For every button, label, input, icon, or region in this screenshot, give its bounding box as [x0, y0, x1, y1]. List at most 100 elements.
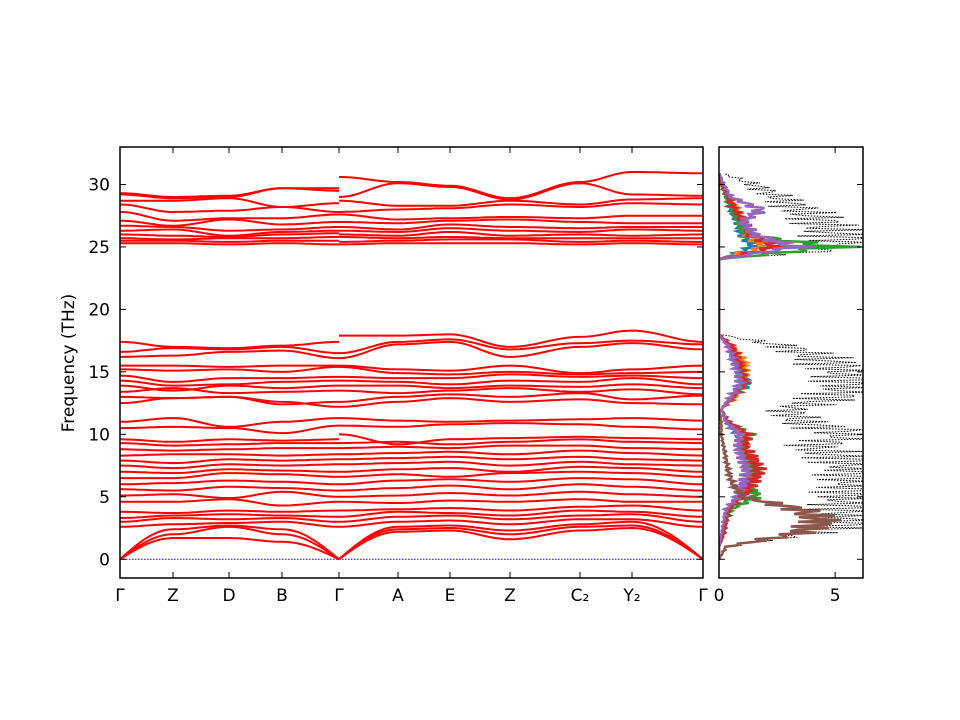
band-30-segment-1 — [120, 349, 340, 360]
band-9-segment-1 — [120, 490, 340, 499]
band-axes-frame — [119, 146, 704, 579]
band-5-segment-1 — [119, 516, 340, 523]
band-26-segment-1 — [119, 379, 339, 387]
band-4-segment-1 — [119, 520, 340, 528]
band-25-segment-2 — [339, 383, 703, 390]
band-36-segment-2 — [338, 231, 704, 237]
k-point-label: Z — [504, 586, 516, 606]
k-point-label: B — [276, 586, 288, 606]
band-12-segment-2 — [339, 470, 703, 478]
band-11-segment-2 — [339, 477, 704, 486]
band-40-segment-1 — [119, 211, 339, 222]
band-33-segment-1 — [120, 242, 339, 246]
dos-axes-frame — [718, 146, 864, 579]
k-point-label: Γ — [698, 586, 708, 606]
band-21-segment-1 — [120, 417, 339, 428]
band-13-segment-1 — [120, 468, 339, 475]
y-tick-label: 10 — [88, 425, 110, 445]
band-23-segment-1 — [120, 395, 339, 406]
band-16-segment-1 — [120, 453, 339, 457]
dos-plot — [719, 173, 863, 560]
band-41-segment-2 — [338, 202, 703, 213]
band-28-segment-2 — [338, 365, 703, 376]
dos-x-tick-label: 0 — [714, 586, 725, 606]
y-tick-label: 0 — [99, 550, 110, 570]
band-25-segment-1 — [119, 384, 339, 392]
band-31-segment-1 — [119, 345, 339, 355]
band-39-segment-2 — [339, 218, 703, 225]
total-dos-line — [719, 173, 863, 560]
band-16-segment-2 — [339, 449, 704, 457]
band-3-segment-2 — [338, 520, 704, 561]
band-39-segment-1 — [119, 218, 339, 227]
band-8-segment-1 — [120, 498, 339, 507]
band-29-segment-1 — [120, 364, 339, 368]
band-1-segment-2 — [338, 526, 704, 561]
band-3-segment-1 — [119, 524, 340, 561]
band-6-segment-2 — [338, 509, 704, 518]
y-tick-label: 5 — [99, 488, 110, 508]
band-33-segment-2 — [339, 242, 703, 246]
k-point-label: A — [392, 586, 404, 606]
band-27-segment-1 — [119, 374, 339, 383]
band-27-segment-2 — [339, 373, 703, 380]
band-19-segment-2 — [338, 433, 703, 446]
band-22-segment-2 — [339, 397, 704, 408]
k-point-label: Γ — [334, 586, 344, 606]
band-30-segment-2 — [338, 340, 704, 360]
band-6-segment-1 — [120, 513, 339, 519]
k-point-label: Γ — [115, 586, 125, 606]
band-34-segment-2 — [339, 238, 703, 243]
band-structure-plot — [119, 171, 704, 561]
k-point-label: C₂ — [571, 586, 590, 606]
band-37-segment-1 — [120, 228, 339, 237]
band-35-segment-1 — [120, 235, 340, 241]
band-19-segment-1 — [119, 438, 339, 443]
band-23-segment-2 — [338, 392, 704, 403]
band-15-segment-1 — [120, 458, 339, 465]
band-13-segment-2 — [339, 465, 703, 473]
band-26-segment-2 — [339, 377, 704, 386]
band-38-segment-2 — [339, 223, 703, 231]
band-14-segment-1 — [120, 463, 339, 470]
k-point-label: Y₂ — [622, 586, 640, 606]
band-42-segment-2 — [338, 197, 703, 207]
y-tick-label: 30 — [88, 175, 110, 195]
band-2-segment-1 — [119, 525, 340, 561]
band-41-segment-1 — [119, 203, 340, 214]
band-42-segment-1 — [120, 197, 340, 209]
band-36-segment-1 — [119, 232, 339, 238]
band-18-segment-1 — [120, 442, 339, 447]
band-20-segment-2 — [339, 422, 703, 431]
band-18-segment-2 — [339, 438, 703, 446]
band-34-segment-1 — [120, 239, 339, 243]
band-20-segment-1 — [120, 424, 340, 435]
band-29-segment-2 — [338, 364, 704, 375]
band-31-segment-2 — [338, 338, 704, 355]
band-32-segment-1 — [120, 340, 339, 350]
k-point-label: E — [445, 586, 456, 606]
partial-dos-line-6 — [719, 173, 842, 560]
band-10-segment-1 — [120, 485, 340, 492]
band-2-segment-2 — [338, 524, 704, 561]
y-axis-label: Frequency (THz) — [59, 294, 79, 433]
band-37-segment-2 — [339, 227, 703, 234]
k-point-label: D — [222, 586, 235, 606]
y-tick-label: 15 — [88, 363, 110, 383]
band-35-segment-2 — [338, 235, 703, 240]
band-14-segment-2 — [339, 460, 704, 467]
band-17-segment-2 — [339, 444, 703, 451]
band-12-segment-1 — [120, 472, 339, 480]
band-40-segment-2 — [339, 213, 703, 221]
k-point-label: Z — [167, 586, 179, 606]
y-tick-label: 20 — [88, 300, 110, 320]
band-9-segment-2 — [339, 490, 703, 498]
band-4-segment-2 — [338, 518, 704, 528]
band-44-segment-2 — [339, 171, 703, 200]
band-7-segment-1 — [120, 509, 340, 514]
band-43-segment-2 — [338, 182, 703, 201]
band-5-segment-2 — [338, 513, 704, 523]
band-1-segment-1 — [119, 537, 340, 561]
